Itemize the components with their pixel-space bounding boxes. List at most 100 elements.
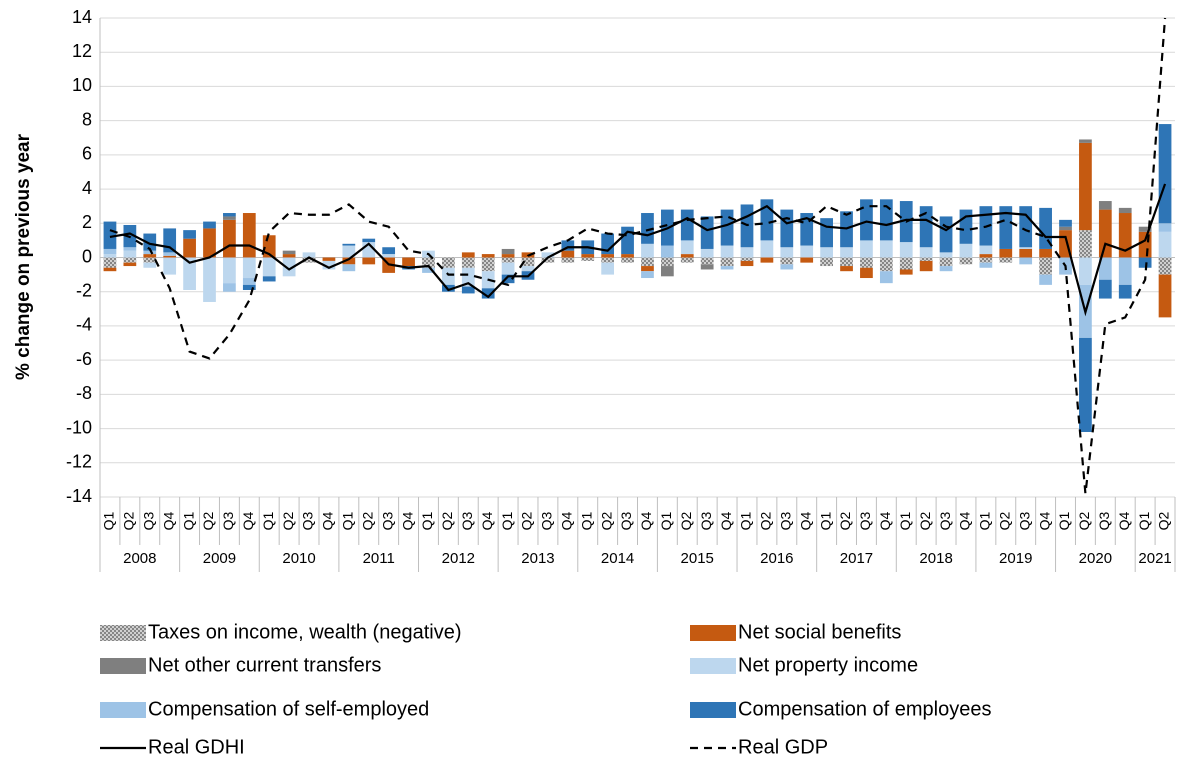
bar-segment bbox=[740, 247, 754, 258]
x-tick-label: Q3 bbox=[1096, 511, 1112, 530]
bar-segment bbox=[979, 257, 993, 263]
bar-segment bbox=[660, 257, 674, 267]
x-tick-label: Q1 bbox=[578, 511, 594, 530]
bar-segment bbox=[1098, 257, 1112, 280]
y-tick-label: -2 bbox=[76, 280, 92, 300]
group-label: 2008 bbox=[123, 550, 156, 567]
bar-segment bbox=[740, 260, 754, 267]
bar-segment bbox=[939, 216, 953, 253]
bar-segment bbox=[680, 209, 694, 241]
bar-segment bbox=[203, 257, 216, 302]
bar-segment bbox=[740, 257, 754, 261]
bar-segment bbox=[362, 257, 376, 265]
bar-segment bbox=[163, 228, 177, 253]
legend-swatch bbox=[100, 658, 146, 674]
x-tick-label: Q2 bbox=[758, 511, 774, 530]
x-tick-label: Q3 bbox=[1016, 511, 1032, 530]
group-label: 2012 bbox=[442, 550, 475, 567]
bar-segment bbox=[660, 266, 674, 277]
bar-segment bbox=[123, 247, 137, 251]
bar-segment bbox=[780, 257, 794, 265]
bar-segment bbox=[501, 254, 515, 258]
bar-segment bbox=[1079, 139, 1092, 143]
bar-segment bbox=[879, 240, 893, 258]
bar-segment bbox=[720, 245, 734, 258]
bar-segment bbox=[223, 257, 236, 284]
bar-segment bbox=[581, 257, 595, 261]
bar-segment bbox=[143, 257, 157, 263]
x-tick-label: Q2 bbox=[280, 511, 296, 530]
x-tick-label: Q4 bbox=[877, 511, 893, 530]
legend-swatch bbox=[690, 658, 736, 674]
bar-segment bbox=[282, 254, 296, 258]
x-tick-label: Q3 bbox=[937, 511, 953, 530]
bar-segment bbox=[242, 213, 256, 258]
bar-segment bbox=[322, 260, 336, 270]
bar-segment bbox=[223, 213, 236, 217]
legend-label: Taxes on income, wealth (negative) bbox=[148, 621, 462, 643]
bar-segment bbox=[820, 218, 833, 248]
bar-segment bbox=[919, 206, 933, 248]
y-tick-label: -14 bbox=[66, 486, 92, 506]
bar-segment bbox=[720, 266, 734, 270]
x-tick-label: Q2 bbox=[439, 511, 455, 530]
bar-segment bbox=[621, 254, 634, 258]
x-tick-label: Q4 bbox=[1116, 511, 1132, 530]
bar-segment bbox=[1098, 209, 1112, 258]
x-tick-label: Q4 bbox=[240, 511, 256, 530]
bar-segment bbox=[860, 240, 873, 258]
x-tick-label: Q4 bbox=[957, 511, 973, 530]
y-tick-label: -12 bbox=[66, 452, 92, 472]
group-label: 2021 bbox=[1138, 550, 1171, 567]
x-tick-label: Q1 bbox=[658, 511, 674, 530]
bar-segment bbox=[1118, 257, 1132, 285]
x-tick-label: Q1 bbox=[260, 511, 276, 530]
bar-segment bbox=[860, 199, 873, 241]
bar-segment bbox=[501, 262, 515, 275]
x-tick-label: Q1 bbox=[897, 511, 913, 530]
bar-segment bbox=[183, 230, 196, 239]
x-tick-label: Q3 bbox=[140, 511, 156, 530]
bar-segment bbox=[1158, 223, 1172, 232]
x-tick-label: Q2 bbox=[678, 511, 694, 530]
bar-segment bbox=[641, 266, 654, 272]
x-tick-label: Q1 bbox=[101, 511, 117, 530]
bar-segment bbox=[800, 245, 814, 258]
bar-segment bbox=[720, 257, 734, 267]
bar-segment bbox=[223, 283, 236, 292]
bar-segment bbox=[561, 257, 575, 263]
bar-segment bbox=[860, 257, 873, 268]
bar-segment bbox=[700, 248, 714, 258]
bar-segment bbox=[342, 264, 356, 272]
bar-segment bbox=[641, 257, 654, 267]
bar-segment bbox=[282, 257, 296, 277]
bar-segment bbox=[1059, 226, 1072, 231]
bar-segment bbox=[123, 250, 137, 258]
bar-segment bbox=[541, 257, 555, 263]
bar-segment bbox=[461, 286, 475, 294]
bar-segment bbox=[1019, 247, 1033, 249]
bar-segment bbox=[840, 257, 853, 267]
x-tick-label: Q4 bbox=[160, 511, 176, 530]
legend-swatch bbox=[100, 625, 146, 641]
bar-segment bbox=[143, 250, 157, 255]
bar-segment bbox=[939, 252, 953, 258]
bar-segment bbox=[840, 247, 853, 258]
y-tick-label: 8 bbox=[82, 109, 92, 129]
bar-segment bbox=[1098, 279, 1112, 299]
bar-segment bbox=[621, 257, 634, 263]
bar-segment bbox=[242, 278, 256, 285]
bar-segment bbox=[1059, 219, 1072, 227]
bar-segment bbox=[163, 257, 177, 275]
x-tick-label: Q1 bbox=[738, 511, 754, 530]
bar-segment bbox=[919, 247, 933, 258]
bar-segment bbox=[1079, 337, 1092, 432]
bar-segment bbox=[899, 242, 913, 258]
bar-segment bbox=[899, 257, 913, 270]
x-tick-label: Q2 bbox=[917, 511, 933, 530]
bar-segment bbox=[1019, 257, 1033, 265]
x-tick-label: Q4 bbox=[718, 511, 734, 530]
bar-segment bbox=[262, 276, 276, 282]
bar-segment bbox=[561, 240, 575, 251]
